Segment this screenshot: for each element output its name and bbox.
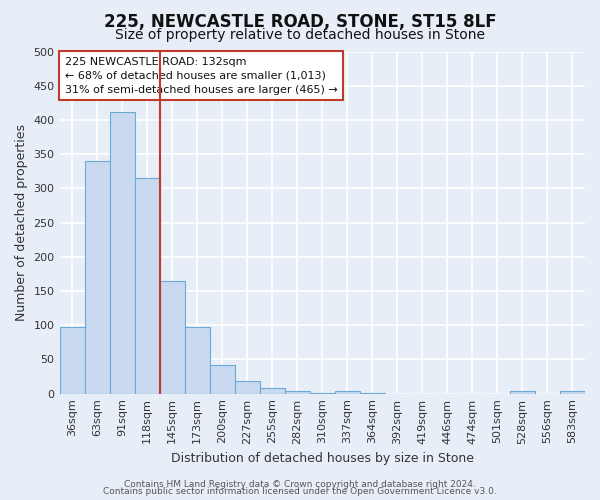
- Bar: [185, 328, 209, 394]
- Text: 225 NEWCASTLE ROAD: 132sqm
← 68% of detached houses are smaller (1,013)
31% of s: 225 NEWCASTLE ROAD: 132sqm ← 68% of deta…: [65, 56, 338, 94]
- Y-axis label: Number of detached properties: Number of detached properties: [15, 124, 28, 321]
- Bar: [160, 281, 185, 394]
- Bar: [360, 393, 385, 394]
- Bar: [59, 328, 85, 394]
- Bar: [209, 365, 235, 394]
- Bar: [85, 161, 110, 394]
- Bar: [235, 382, 260, 394]
- Bar: [335, 391, 360, 394]
- Text: Contains public sector information licensed under the Open Government Licence v3: Contains public sector information licen…: [103, 487, 497, 496]
- Bar: [260, 388, 285, 394]
- Bar: [560, 391, 585, 394]
- Text: Contains HM Land Registry data © Crown copyright and database right 2024.: Contains HM Land Registry data © Crown c…: [124, 480, 476, 489]
- Text: 225, NEWCASTLE ROAD, STONE, ST15 8LF: 225, NEWCASTLE ROAD, STONE, ST15 8LF: [104, 12, 496, 30]
- Bar: [510, 391, 535, 394]
- Bar: [310, 393, 335, 394]
- X-axis label: Distribution of detached houses by size in Stone: Distribution of detached houses by size …: [171, 452, 474, 465]
- Bar: [134, 178, 160, 394]
- Bar: [110, 112, 134, 394]
- Bar: [285, 391, 310, 394]
- Text: Size of property relative to detached houses in Stone: Size of property relative to detached ho…: [115, 28, 485, 42]
